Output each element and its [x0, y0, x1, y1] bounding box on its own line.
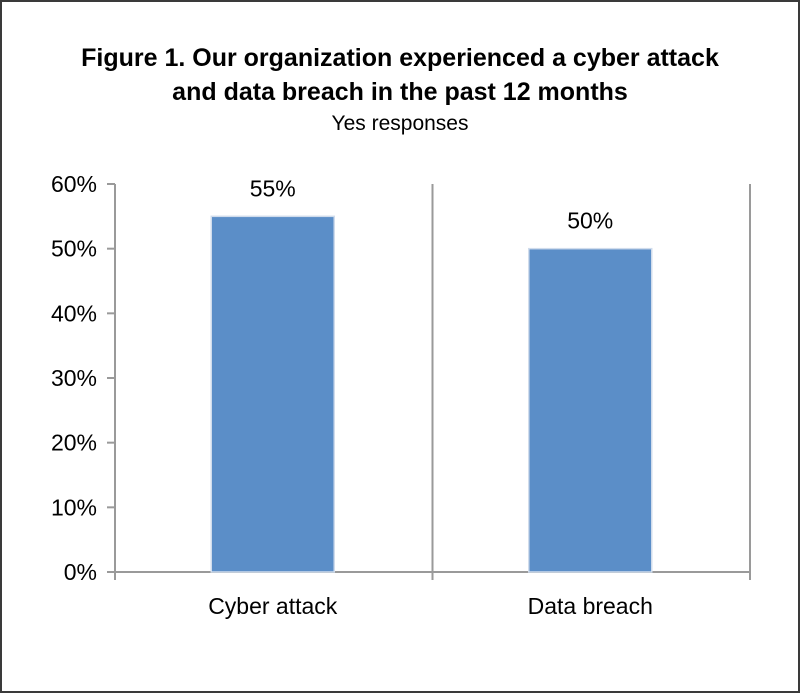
- y-tick-label: 60%: [51, 171, 97, 197]
- chart-title-line2: and data breach in the past 12 months: [172, 78, 628, 106]
- bar: [210, 215, 335, 573]
- y-tick-label: 40%: [51, 300, 97, 326]
- data-label: 55%: [250, 175, 296, 201]
- y-tick-label: 30%: [51, 365, 97, 391]
- data-label: 50%: [567, 208, 613, 234]
- y-tick-label: 10%: [51, 494, 97, 520]
- bar: [528, 247, 653, 573]
- x-category-label: Data breach: [528, 593, 653, 619]
- x-category-label: Cyber attack: [208, 593, 338, 619]
- y-tick-label: 50%: [51, 236, 97, 262]
- chart-subtitle: Yes responses: [331, 112, 469, 135]
- y-tick-label: 20%: [51, 430, 97, 456]
- chart-title-line1: Figure 1. Our organization experienced a…: [81, 44, 719, 72]
- y-tick-label: 0%: [64, 559, 97, 585]
